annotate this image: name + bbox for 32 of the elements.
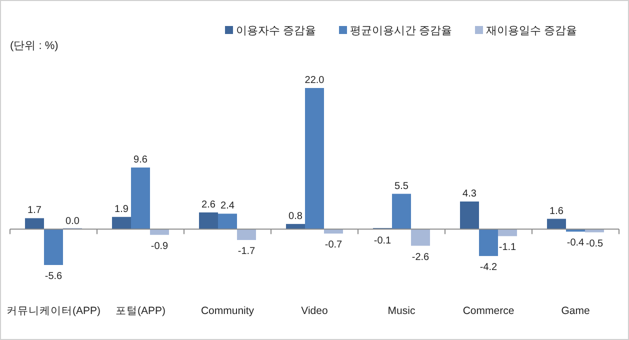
data-label: 4.3 — [462, 188, 477, 200]
data-label: -1.7 — [238, 246, 256, 257]
x-tick-label: Video — [301, 305, 328, 317]
legend-label: 평균이용시간 증감율 — [350, 25, 452, 37]
data-label: 9.6 — [134, 154, 148, 166]
x-tick-label: Commerce — [462, 305, 514, 317]
data-label: -4.2 — [480, 262, 498, 274]
data-label: -0.7 — [324, 240, 343, 251]
data-label: 5.5 — [394, 180, 409, 192]
data-label: 0.8 — [288, 210, 303, 222]
text: (단위 : %) — [10, 40, 58, 52]
data-label: 2.4 — [220, 200, 235, 212]
data-label: 1.7 — [28, 205, 42, 216]
data-label: -0.5 — [586, 238, 604, 250]
data-label: -0.9 — [150, 240, 169, 252]
x-tick-label: Community — [200, 305, 255, 317]
x-tick-label: Music — [388, 305, 416, 317]
legend-label: 재이용일수 증감율 — [486, 25, 578, 37]
x-tick-label: Game — [561, 305, 590, 317]
data-label: -0.1 — [374, 236, 392, 247]
data-label: 1.6 — [550, 206, 564, 217]
data-label: 1.9 — [114, 204, 129, 215]
data-label: 0.0 — [66, 216, 80, 228]
data-label: 2.6 — [202, 199, 216, 210]
data-label: 22.0 — [304, 75, 325, 86]
legend-label: 이용자수 증감율 — [236, 25, 316, 37]
data-label: -2.6 — [412, 252, 430, 263]
data-label: -1.1 — [498, 242, 517, 254]
data-label: -0.4 — [566, 238, 585, 249]
data-label: -5.6 — [44, 271, 63, 282]
x-tick-label: 커뮤니케이터(APP) — [6, 305, 101, 317]
x-tick-label: 포털(APP) — [115, 305, 166, 317]
